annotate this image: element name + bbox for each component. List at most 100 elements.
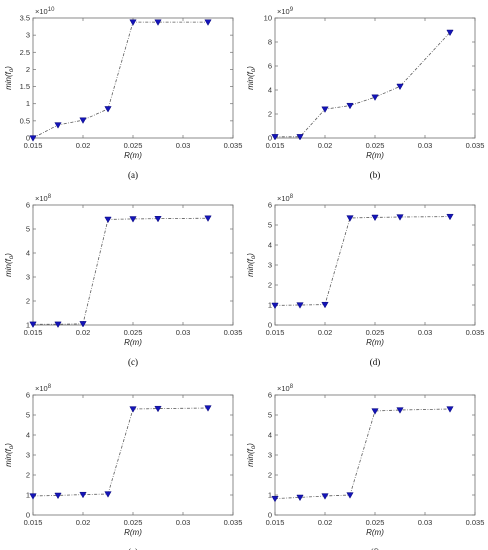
x-tick-label: 0.02 bbox=[318, 141, 333, 150]
y-tick-label: 1 bbox=[26, 491, 30, 500]
chart-panel-c: 0.015 0.02 0.025 0.03 0.035 1 2 3 4 5 6 ×108 R(m) min… bbox=[4, 194, 242, 367]
x-tick-label: 0.035 bbox=[466, 328, 485, 337]
y-axis-label: min(fo) bbox=[246, 66, 257, 90]
y-tick-label: 4 bbox=[26, 249, 30, 258]
y-tick-label: 6 bbox=[268, 391, 272, 400]
y-tick-label: 1 bbox=[26, 99, 30, 108]
y-exponent-label: ×108 bbox=[35, 384, 52, 393]
y-axis-label: min(fo) bbox=[4, 253, 15, 277]
data-point-marker bbox=[79, 321, 87, 328]
x-tick-label: 0.015 bbox=[266, 328, 285, 337]
data-point-marker bbox=[129, 19, 137, 26]
y-tick-label: 0 bbox=[26, 511, 30, 520]
x-tick-label: 0.02 bbox=[76, 518, 91, 527]
x-tick-label: 0.035 bbox=[224, 141, 243, 150]
x-tick-label: 0.015 bbox=[24, 141, 43, 150]
x-axis-label: R(m) bbox=[366, 151, 384, 160]
y-tick-label: 1.5 bbox=[20, 82, 30, 91]
data-point-marker bbox=[446, 29, 454, 37]
data-point-marker bbox=[104, 216, 112, 224]
data-point-marker bbox=[296, 134, 304, 141]
x-tick-label: 0.035 bbox=[224, 328, 243, 337]
data-point-marker bbox=[321, 106, 329, 113]
x-tick-label: 0.03 bbox=[418, 328, 433, 337]
x-tick-label: 0.025 bbox=[366, 141, 385, 150]
y-tick-label: 0 bbox=[26, 134, 30, 143]
data-point-marker bbox=[104, 106, 112, 113]
chart-panel-e: 0.015 0.02 0.025 0.03 0.035 0 1 2 3 4 5 6 ×108 R(m) mi… bbox=[4, 384, 242, 550]
data-point-marker bbox=[54, 492, 62, 500]
data-point-marker bbox=[446, 406, 454, 413]
plot-frame bbox=[274, 204, 476, 326]
panel-caption: (e) bbox=[128, 547, 138, 550]
y-tick-label: 2.5 bbox=[20, 48, 30, 57]
y-tick-label: 10 bbox=[264, 14, 272, 23]
x-tick-label: 0.03 bbox=[176, 328, 191, 337]
x-tick-label: 0.02 bbox=[76, 328, 91, 337]
x-tick-label: 0.035 bbox=[466, 141, 485, 150]
data-point-marker bbox=[154, 405, 162, 413]
data-point-marker bbox=[154, 19, 162, 26]
panel-caption: (f) bbox=[371, 547, 380, 550]
data-point-marker bbox=[371, 94, 379, 101]
y-tick-label: 6 bbox=[268, 62, 272, 71]
x-tick-label: 0.03 bbox=[418, 518, 433, 527]
plot-frame bbox=[32, 17, 234, 139]
panel-caption: (a) bbox=[128, 170, 138, 180]
x-tick-label: 0.03 bbox=[418, 141, 433, 150]
y-tick-label: 5 bbox=[268, 221, 272, 230]
x-axis-label: R(m) bbox=[124, 338, 142, 347]
chart-panel-a: 0.015 0.02 0.025 0.03 0.035 0 0.5 1 1.5 2 2.5 3 3.5 ×… bbox=[4, 7, 242, 180]
panel-caption: (d) bbox=[370, 357, 381, 367]
x-tick-label: 0.03 bbox=[176, 518, 191, 527]
plot-frame bbox=[32, 204, 234, 326]
y-tick-label: 3 bbox=[268, 451, 272, 460]
y-exponent-label: ×108 bbox=[277, 194, 294, 203]
data-point-marker bbox=[271, 302, 279, 310]
y-axis-label: min(fo) bbox=[246, 253, 257, 277]
y-tick-label: 4 bbox=[26, 431, 30, 440]
x-tick-label: 0.015 bbox=[266, 518, 285, 527]
y-tick-label: 3 bbox=[268, 261, 272, 270]
plot-frame bbox=[32, 394, 234, 516]
y-tick-label: 6 bbox=[26, 391, 30, 400]
y-tick-label: 2 bbox=[268, 110, 272, 119]
y-tick-label: 5 bbox=[26, 411, 30, 420]
y-tick-label: 0 bbox=[268, 321, 272, 330]
data-point-marker bbox=[296, 302, 304, 309]
data-point-marker bbox=[54, 122, 62, 129]
x-tick-label: 0.03 bbox=[176, 141, 191, 150]
chart-panel-b: 0.015 0.02 0.025 0.03 0.035 0 2 4 6 8 10 ×109 R(m) mi… bbox=[246, 7, 484, 180]
x-tick-label: 0.025 bbox=[124, 328, 143, 337]
x-tick-label: 0.02 bbox=[318, 328, 333, 337]
data-point-marker bbox=[29, 135, 37, 142]
x-axis-label: R(m) bbox=[366, 528, 384, 537]
x-axis-label: R(m) bbox=[124, 151, 142, 160]
data-point-marker bbox=[446, 213, 454, 221]
plot-frame bbox=[274, 394, 476, 516]
y-exponent-label: ×1010 bbox=[35, 7, 55, 16]
x-tick-label: 0.025 bbox=[124, 518, 143, 527]
y-tick-label: 3.5 bbox=[20, 14, 30, 23]
data-point-marker bbox=[29, 493, 37, 500]
data-point-marker bbox=[54, 321, 62, 328]
y-tick-label: 0.5 bbox=[20, 116, 30, 125]
y-exponent-label: ×108 bbox=[277, 384, 294, 393]
x-tick-label: 0.015 bbox=[266, 141, 285, 150]
y-exponent-label: ×109 bbox=[277, 7, 294, 16]
y-tick-label: 2 bbox=[268, 281, 272, 290]
data-point-marker bbox=[79, 117, 87, 124]
y-tick-label: 5 bbox=[26, 225, 30, 234]
data-point-marker bbox=[29, 321, 37, 328]
y-tick-label: 4 bbox=[268, 86, 272, 95]
data-point-marker bbox=[321, 493, 329, 500]
data-point-marker bbox=[129, 216, 137, 223]
data-point-marker bbox=[396, 214, 404, 221]
data-point-marker bbox=[129, 406, 137, 413]
y-tick-label: 2 bbox=[26, 297, 30, 306]
x-tick-label: 0.02 bbox=[318, 518, 333, 527]
x-tick-label: 0.025 bbox=[124, 141, 143, 150]
y-exponent-label: ×108 bbox=[35, 194, 52, 203]
data-point-marker bbox=[204, 19, 212, 26]
